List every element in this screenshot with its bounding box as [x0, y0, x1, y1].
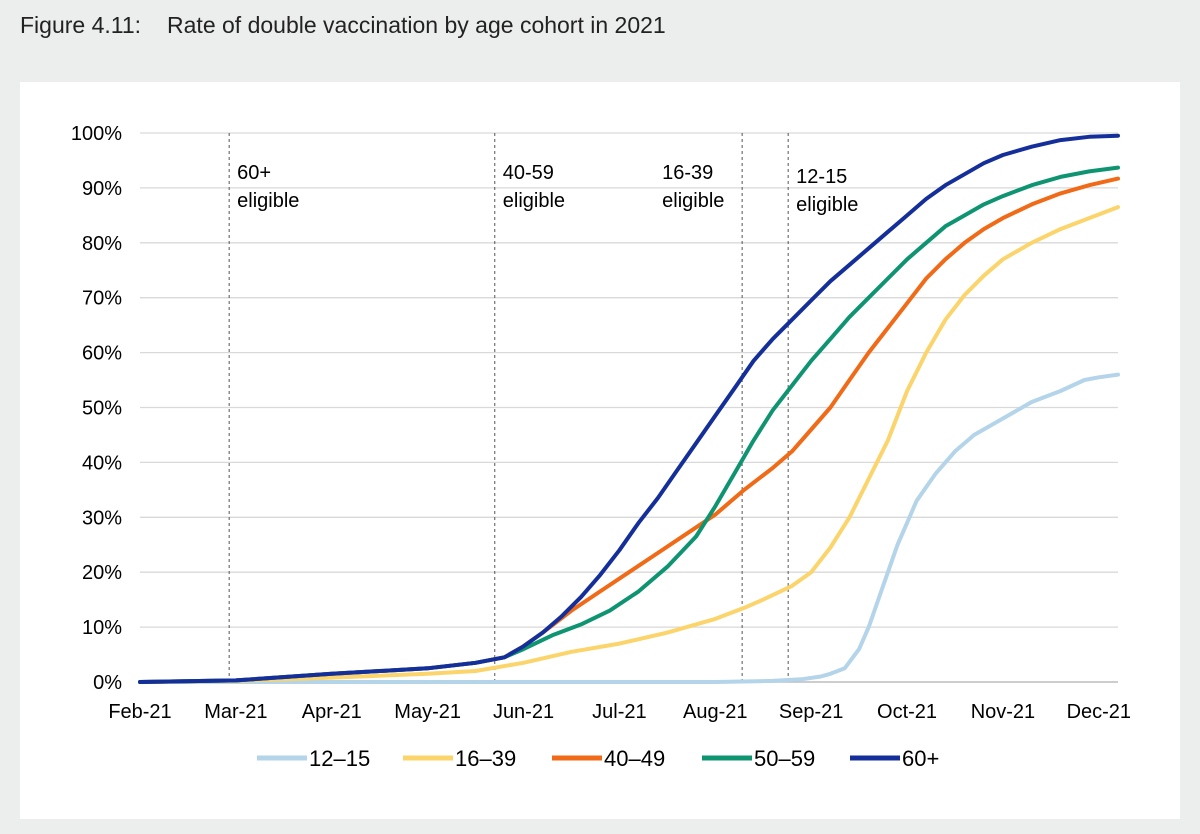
series-line-12–15	[138, 372, 1120, 684]
eligibility-label-line1: 60+	[237, 162, 271, 184]
y-tick-label: 30%	[82, 507, 122, 529]
eligibility-label-line2: eligible	[662, 190, 724, 212]
figure-caption: Figure 4.11: Rate of double vaccination b…	[20, 12, 666, 39]
y-tick-label: 10%	[82, 617, 122, 639]
eligibility-label-line2: eligible	[503, 190, 565, 212]
eligibility-label-line2: eligible	[796, 194, 858, 216]
x-tick-label: Oct-21	[877, 701, 937, 723]
figure-number: Figure 4.11:	[20, 12, 142, 38]
x-tick-label: Nov-21	[971, 701, 1035, 723]
line-chart: 0% 10% 20% 30% 40% 50% 60% 70% 80% 90% 100% Feb-21 M…	[71, 123, 1131, 771]
y-tick-label: 90%	[82, 178, 122, 200]
x-tick-label: Apr-21	[302, 701, 362, 723]
figure-title: Rate of double vaccination by age cohort…	[167, 12, 666, 38]
x-tick-label: Aug-21	[683, 701, 748, 723]
chart-panel: 0% 10% 20% 30% 40% 50% 60% 70% 80% 90% 100% Feb-21 M…	[20, 82, 1180, 819]
series-line-16–39	[138, 205, 1120, 684]
legend-label: 60+	[902, 746, 939, 771]
y-tick-label: 80%	[82, 233, 122, 255]
legend-label: 40–49	[604, 746, 665, 771]
x-tick-label: Sep-21	[779, 701, 844, 723]
y-tick-label: 50%	[82, 398, 122, 420]
x-tick-label: May-21	[394, 701, 461, 723]
legend-label: 50–59	[754, 746, 815, 771]
legend-label: 12–15	[309, 746, 370, 771]
series-line-40–49	[138, 176, 1120, 684]
x-tick-label: Dec-21	[1067, 701, 1131, 723]
series-line-50–59	[138, 165, 1120, 684]
legend-label: 16–39	[455, 746, 516, 771]
x-tick-label: Feb-21	[108, 701, 171, 723]
eligibility-label-line1: 40-59	[503, 162, 554, 184]
eligibility-label-line1: 12-15	[796, 166, 847, 188]
y-tick-label: 40%	[82, 452, 122, 474]
x-tick-label: Jun-21	[493, 701, 554, 723]
eligibility-label-line1: 16-39	[662, 162, 713, 184]
series-line-60+	[138, 133, 1120, 684]
x-tick-label: Mar-21	[204, 701, 267, 723]
y-tick-label: 20%	[82, 562, 122, 584]
y-tick-label: 100%	[71, 123, 122, 145]
y-tick-label: 0%	[93, 672, 122, 694]
eligibility-label-line2: eligible	[237, 190, 299, 212]
y-tick-label: 70%	[82, 288, 122, 310]
y-tick-label: 60%	[82, 343, 122, 365]
x-tick-label: Jul-21	[592, 701, 646, 723]
